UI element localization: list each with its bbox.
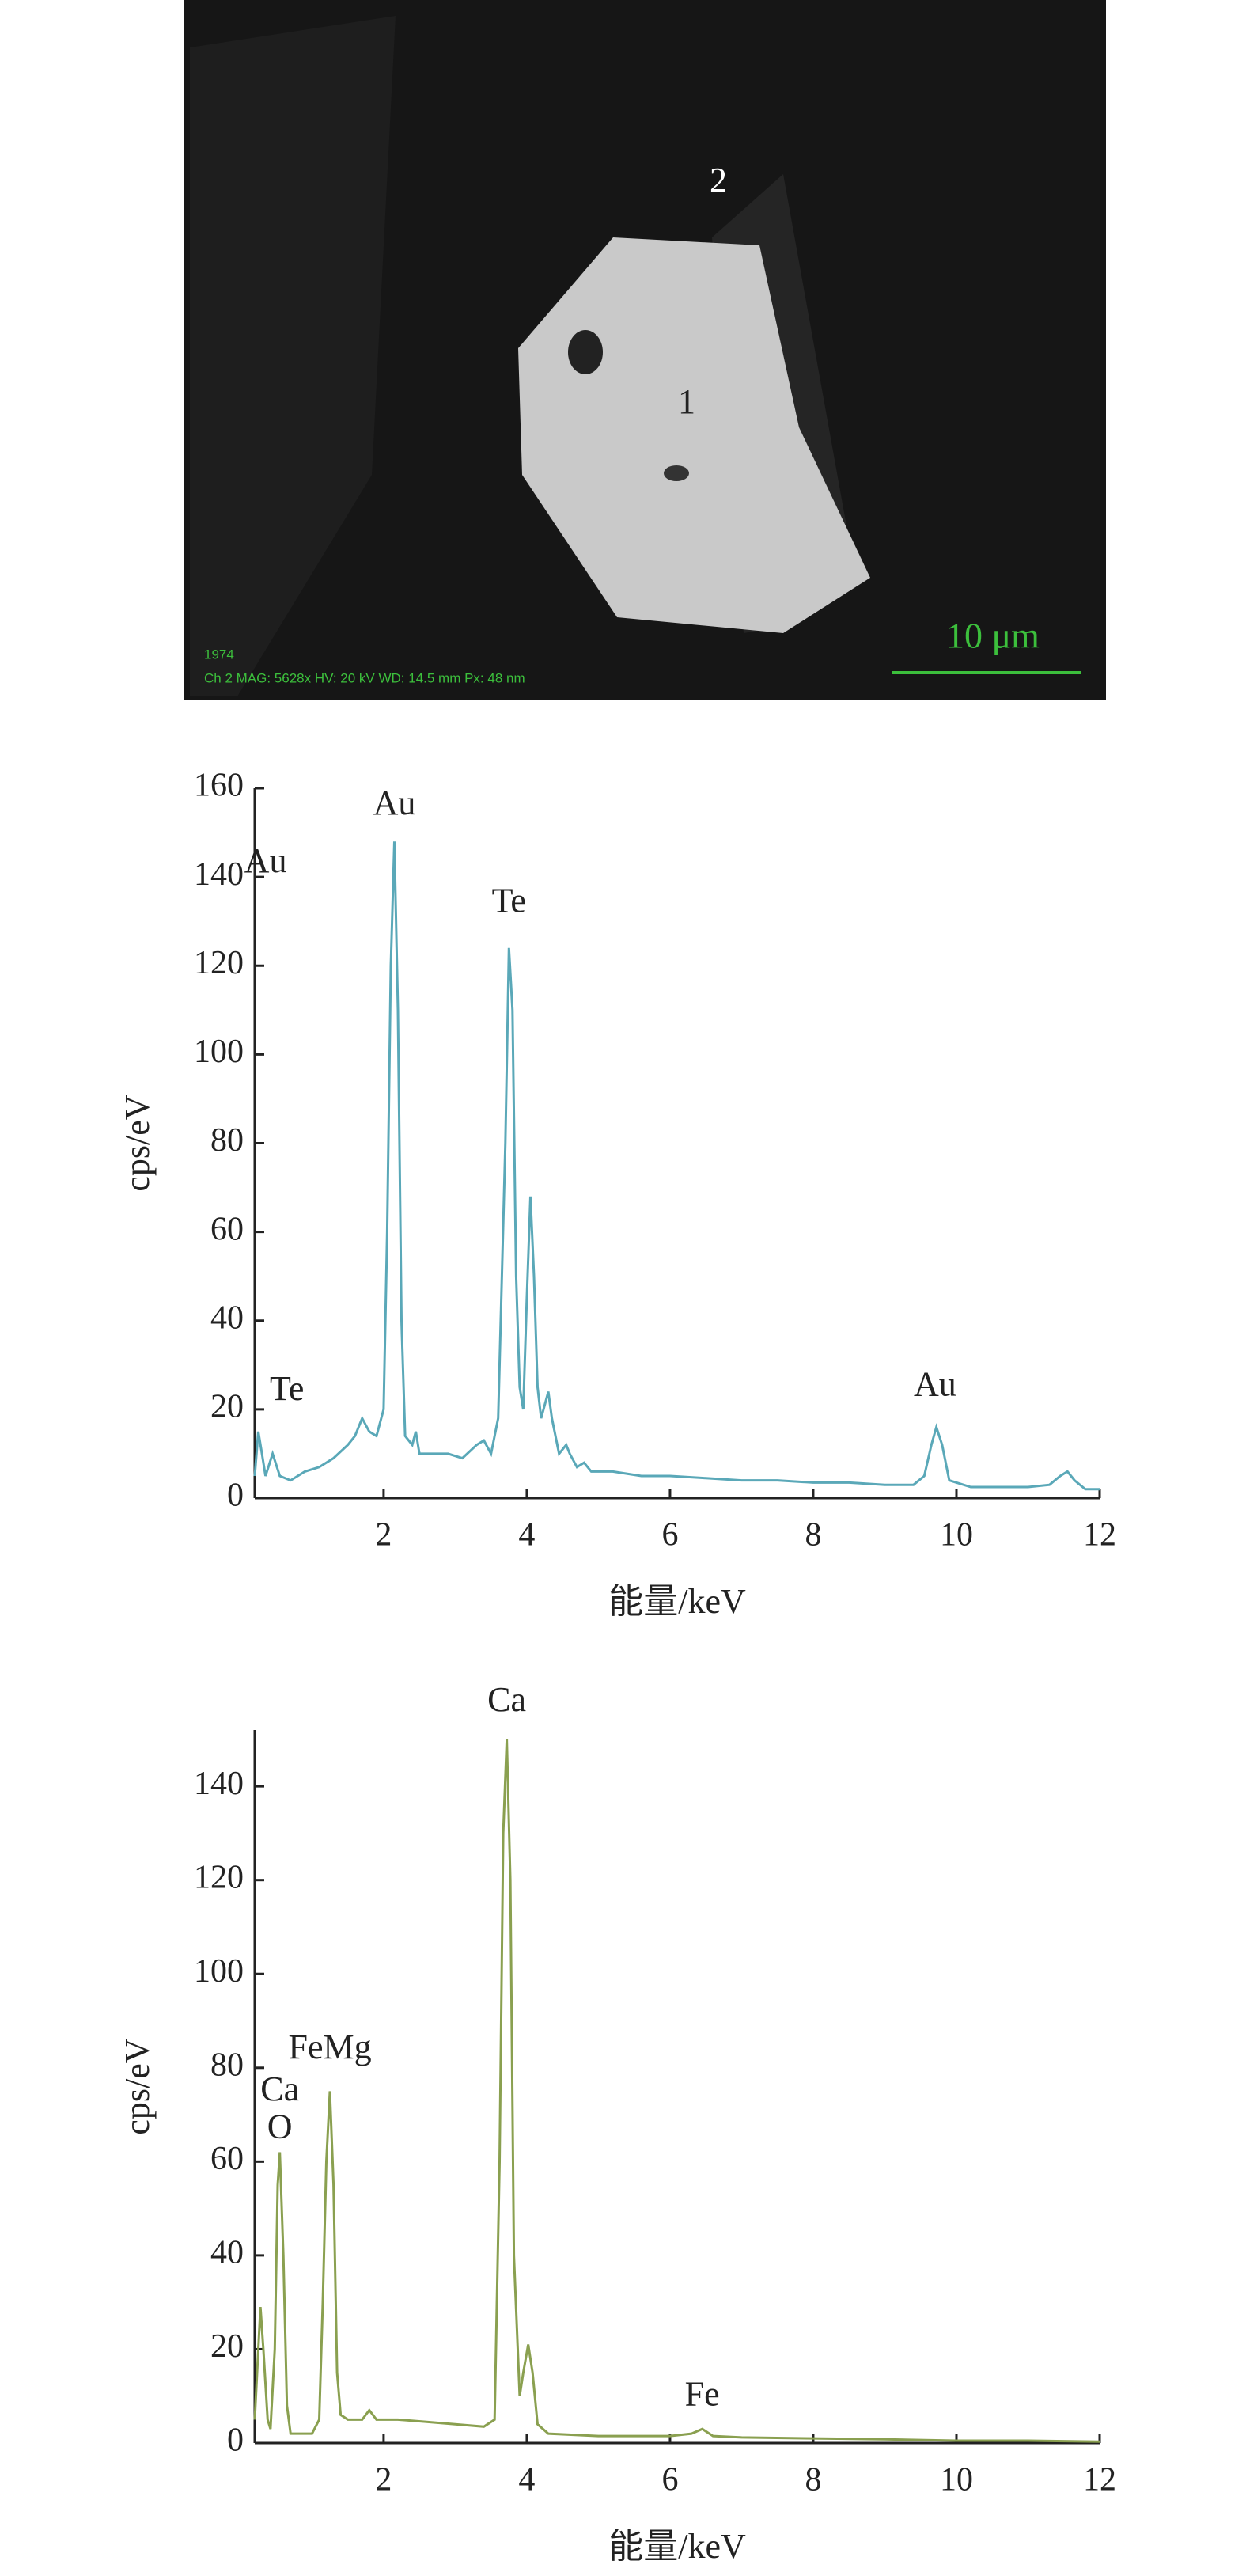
point-label: 1 xyxy=(678,382,695,421)
peak-label: Ca xyxy=(487,1680,526,1719)
point-label: 2 xyxy=(710,161,727,199)
dark-region xyxy=(190,16,396,696)
sem-image: 2 1 10 μm 1974 Ch 2 MAG: 5628x HV: 20 kV… xyxy=(184,0,1106,700)
image-info: Ch 2 MAG: 5628x HV: 20 kV WD: 14.5 mm Px… xyxy=(204,670,525,685)
x-tick-label: 4 xyxy=(518,1517,535,1554)
inclusion xyxy=(568,330,603,374)
y-tick-label: 60 xyxy=(210,2141,244,2177)
peak-label: Au xyxy=(244,841,287,880)
y-tick-label: 60 xyxy=(210,1211,244,1247)
x-tick-label: 10 xyxy=(940,2462,973,2498)
y-tick-label: 80 xyxy=(210,1122,244,1159)
x-tick-label: 10 xyxy=(940,1517,973,1554)
inclusion xyxy=(664,465,689,481)
y-axis-label: cps/eV xyxy=(118,1095,157,1191)
y-tick-label: 140 xyxy=(194,1766,244,1802)
spectrum-line xyxy=(253,1739,1100,2443)
y-tick-label: 160 xyxy=(194,768,244,804)
spectrum-line xyxy=(253,841,1100,1491)
peak-label: Au xyxy=(914,1364,956,1403)
x-tick-label: 6 xyxy=(661,2462,678,2498)
x-tick-label: 8 xyxy=(805,1517,821,1554)
peak-label: O xyxy=(267,2107,293,2146)
peak-label: Fe xyxy=(685,2375,720,2414)
peak-label: Ca xyxy=(260,2070,299,2108)
x-tick-label: 2 xyxy=(375,2462,392,2498)
x-tick-label: 4 xyxy=(518,2462,535,2498)
peak-label: Au xyxy=(373,783,416,822)
y-tick-label: 100 xyxy=(194,1034,244,1070)
y-tick-label: 20 xyxy=(210,2328,244,2365)
y-tick-label: 40 xyxy=(210,1299,244,1336)
image-info: 1974 xyxy=(204,647,234,662)
scale-bar-label: 10 μm xyxy=(946,616,1040,656)
y-tick-label: 40 xyxy=(210,2235,244,2271)
x-tick-label: 8 xyxy=(805,2462,821,2498)
x-tick-label: 2 xyxy=(375,1517,392,1554)
peak-label: FeMg xyxy=(288,2028,371,2066)
y-axis-label: cps/eV xyxy=(118,2038,157,2134)
y-tick-label: 0 xyxy=(227,2422,244,2459)
y-tick-label: 100 xyxy=(194,1953,244,1990)
y-tick-label: 20 xyxy=(210,1389,244,1425)
x-tick-label: 12 xyxy=(1083,1517,1116,1554)
x-tick-label: 12 xyxy=(1083,2462,1116,2498)
grain xyxy=(518,237,870,633)
peak-label: Te xyxy=(492,881,526,920)
y-tick-label: 140 xyxy=(194,856,244,893)
y-tick-label: 120 xyxy=(194,945,244,981)
peak-label: Te xyxy=(270,1369,304,1408)
x-axis-label: 能量/keV xyxy=(608,2527,746,2566)
y-tick-label: 120 xyxy=(194,1859,244,1895)
x-tick-label: 6 xyxy=(661,1517,678,1554)
y-tick-label: 80 xyxy=(210,2047,244,2083)
y-tick-label: 0 xyxy=(227,1478,244,1514)
x-axis-label: 能量/keV xyxy=(608,1582,746,1621)
